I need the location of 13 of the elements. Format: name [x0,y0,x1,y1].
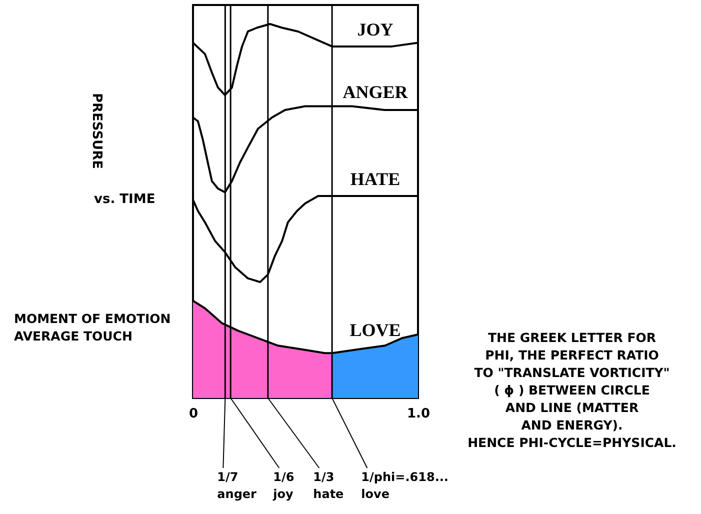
series-label: ANGER [342,82,409,102]
ref-line-label: 1/6 joy [272,470,294,501]
ref-line-label: 1/phi=.618... love [361,470,449,501]
series-label: HATE [350,169,400,190]
series-label: JOY [357,19,394,40]
series-label: LOVE [350,320,401,340]
ref-line-label: 1/3 hate [313,470,344,501]
x-tick-label: 0 [188,406,198,422]
text: THE GREEK LETTER FOR PHI, THE PERFECT RATIO TO "TRANSLATE VORTICITY" ( ϕ ) BETWEEN CIRCLE AND LINE (MATTER AND ENERGY). HENCE PHI-CYCLE=PHYSICAL. [468,330,676,450]
text: MOMENT OF EMOTION AVERAGE TOUCH [14,311,171,344]
x-tick-label: 1.0 [406,406,430,422]
text: PRESSURE vs. TIME [89,92,156,207]
ref-line-label: 1/7 anger [217,470,257,501]
